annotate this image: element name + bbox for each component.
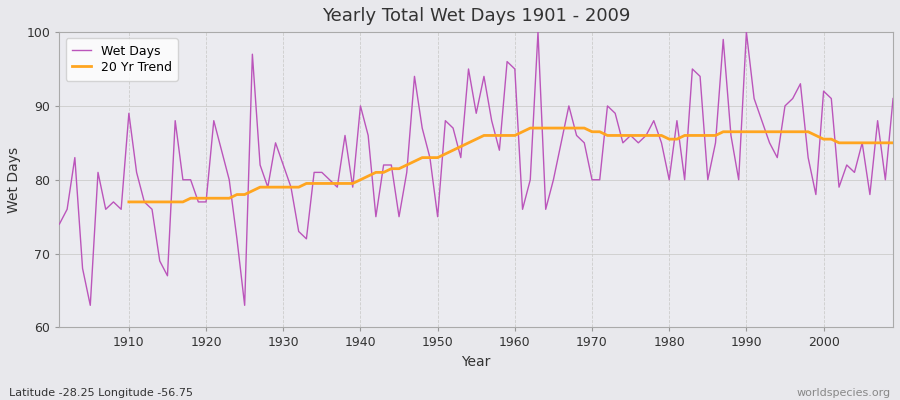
Wet Days	[617, 140, 628, 145]
Wet Days	[339, 133, 350, 138]
20 Yr Trend	[857, 140, 868, 145]
Wet Days	[518, 207, 528, 212]
Wet Days	[123, 111, 134, 116]
Wet Days	[509, 66, 520, 71]
Wet Days	[533, 30, 544, 34]
Text: worldspecies.org: worldspecies.org	[796, 388, 891, 398]
20 Yr Trend	[587, 129, 598, 134]
20 Yr Trend	[518, 129, 528, 134]
Wet Days	[54, 222, 65, 226]
20 Yr Trend	[833, 140, 844, 145]
X-axis label: Year: Year	[462, 355, 490, 369]
Line: 20 Yr Trend: 20 Yr Trend	[129, 128, 893, 202]
Legend: Wet Days, 20 Yr Trend: Wet Days, 20 Yr Trend	[66, 38, 178, 80]
Wet Days	[887, 96, 898, 101]
20 Yr Trend	[270, 185, 281, 190]
Wet Days	[85, 303, 95, 308]
Wet Days	[293, 229, 304, 234]
Line: Wet Days: Wet Days	[59, 32, 893, 305]
Title: Yearly Total Wet Days 1901 - 2009: Yearly Total Wet Days 1901 - 2009	[322, 7, 630, 25]
20 Yr Trend	[123, 200, 134, 204]
Text: Latitude -28.25 Longitude -56.75: Latitude -28.25 Longitude -56.75	[9, 388, 193, 398]
20 Yr Trend	[887, 140, 898, 145]
20 Yr Trend	[525, 126, 535, 130]
Y-axis label: Wet Days: Wet Days	[7, 147, 21, 213]
20 Yr Trend	[301, 181, 311, 186]
